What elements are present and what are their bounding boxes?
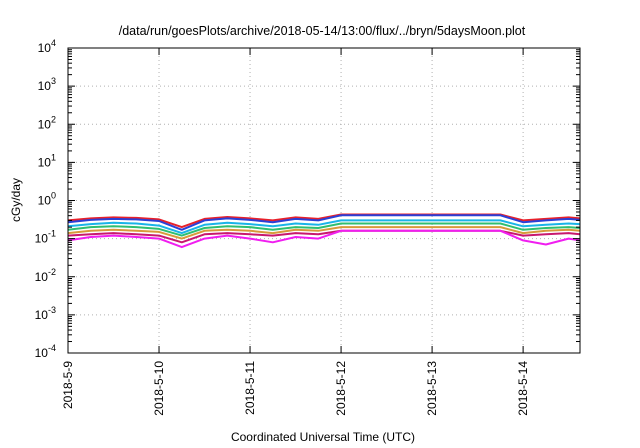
y-tick-label: 101 — [38, 152, 56, 169]
y-tick-base: 10 — [35, 232, 49, 246]
x-tick-label: 2018-5-9 — [61, 361, 75, 409]
x-tick-label: 2018-5-10 — [152, 361, 166, 416]
x-axis-label: Coordinated Universal Time (UTC) — [231, 430, 415, 444]
y-tick-label: 10-2 — [35, 267, 56, 284]
y-tick-base: 10 — [35, 308, 49, 322]
y-tick-exponent: 1 — [51, 152, 56, 162]
y-tick-exponent: -4 — [48, 343, 56, 353]
y-tick-exponent: -2 — [48, 267, 56, 277]
y-tick-exponent: -1 — [48, 229, 56, 239]
series-line-1 — [67, 213, 581, 229]
chart-title: /data/run/goesPlots/archive/2018-05-14/1… — [119, 24, 526, 38]
x-tick-label: 2018-5-13 — [425, 361, 439, 416]
series-line-5 — [67, 226, 581, 240]
y-tick-label: 102 — [38, 114, 56, 131]
y-tick-base: 10 — [38, 194, 52, 208]
y-axis-label: cGy/day — [9, 178, 23, 222]
ticks — [67, 47, 580, 354]
y-tick-label: 10-3 — [35, 305, 56, 322]
x-tick-labels: 2018-5-9 2018-5-10 2018-5-11 2018-5-12 2018-… — [61, 361, 530, 416]
x-tick-label: 2018-5-12 — [334, 361, 348, 416]
x-tick-label: 2018-5-11 — [243, 361, 257, 415]
series-line-2 — [67, 214, 581, 231]
y-tick-base: 10 — [35, 270, 49, 284]
y-tick-label: 10-4 — [35, 343, 56, 360]
y-tick-label: 104 — [38, 38, 56, 55]
series-line-6 — [67, 229, 581, 244]
series-line-4 — [67, 222, 581, 237]
y-tick-base: 10 — [38, 41, 52, 55]
y-tick-exponent: 2 — [51, 114, 56, 124]
y-tick-exponent: -3 — [48, 305, 56, 315]
y-tick-base: 10 — [38, 79, 52, 93]
series-line-7 — [67, 229, 581, 249]
y-tick-base: 10 — [38, 155, 52, 169]
y-tick-label: 103 — [38, 76, 56, 93]
y-tick-label: 10-1 — [35, 229, 56, 246]
y-tick-base: 10 — [35, 346, 49, 360]
y-tick-label: 100 — [38, 191, 56, 208]
y-tick-exponent: 0 — [51, 191, 56, 201]
series-line-3 — [67, 219, 581, 235]
x-tick-label: 2018-5-14 — [516, 361, 530, 416]
y-tick-base: 10 — [38, 117, 52, 131]
y-tick-exponent: 3 — [51, 76, 56, 86]
y-tick-exponent: 4 — [51, 38, 56, 48]
series-layer — [67, 213, 581, 249]
